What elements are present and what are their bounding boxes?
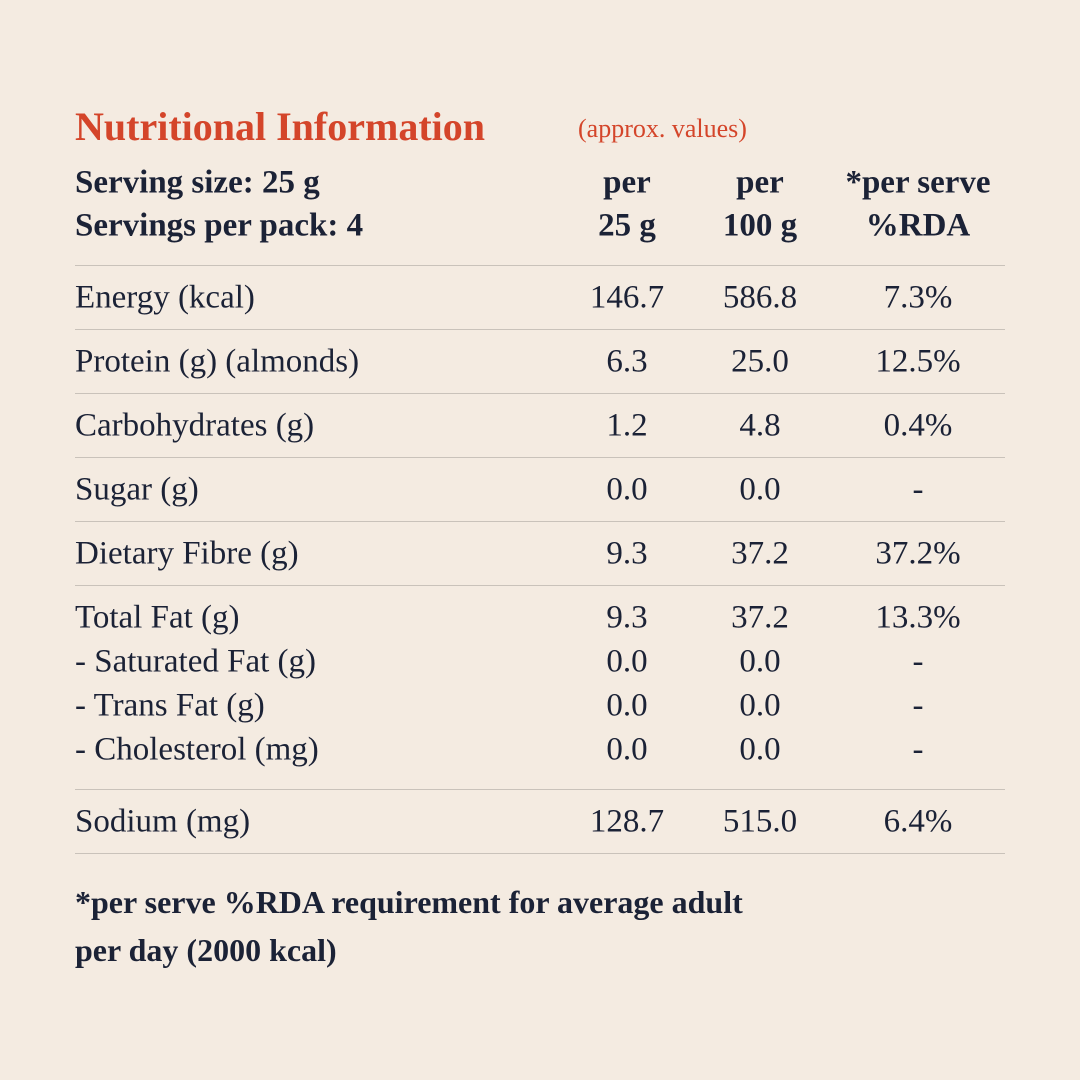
cell-value: 37.2 — [731, 599, 789, 636]
serving-info: Serving size: 25 g — [75, 164, 320, 201]
row-label: Sodium (mg) — [75, 803, 251, 840]
divider — [75, 457, 1005, 458]
row-label: Protein (g) (almonds) — [75, 343, 360, 380]
column-header: 25 g — [598, 207, 656, 244]
cell-value: 0.0 — [606, 471, 648, 508]
cell-value: 6.3 — [606, 343, 648, 380]
cell-value: 128.7 — [589, 803, 665, 840]
row-label: Dietary Fibre (g) — [75, 535, 299, 572]
cell-value: 586.8 — [722, 279, 798, 316]
cell-value: 6.4% — [883, 803, 953, 840]
subtitle: (approx. values) — [578, 114, 747, 143]
cell-value: 0.0 — [606, 687, 648, 724]
column-header: 100 g — [722, 207, 798, 244]
row-label: Carbohydrates (g) — [75, 407, 315, 444]
cell-value: 146.7 — [589, 279, 665, 316]
column-header: per — [603, 164, 651, 201]
cell-value: 0.0 — [739, 471, 781, 508]
cell-value: 0.4% — [883, 407, 953, 444]
divider — [75, 585, 1005, 586]
cell-value: 4.8 — [739, 407, 781, 444]
cell-value: 12.5% — [875, 343, 961, 380]
row-label: - Cholesterol (mg) — [75, 731, 319, 768]
divider — [75, 265, 1005, 266]
cell-value: - — [912, 687, 924, 724]
cell-value: 0.0 — [739, 687, 781, 724]
cell-value: 25.0 — [731, 343, 789, 380]
row-label: Total Fat (g) — [75, 599, 240, 636]
row-label: - Saturated Fat (g) — [75, 643, 317, 680]
cell-value: 0.0 — [739, 643, 781, 680]
cell-value: - — [912, 731, 924, 768]
cell-value: 7.3% — [883, 279, 953, 316]
cell-value: 9.3 — [606, 535, 648, 572]
cell-value: 1.2 — [606, 407, 648, 444]
cell-value: 9.3 — [606, 599, 648, 636]
cell-value: 37.2 — [731, 535, 789, 572]
cell-value: 37.2% — [875, 535, 961, 572]
cell-value: 13.3% — [875, 599, 961, 636]
footnote: per day (2000 kcal) — [75, 932, 337, 968]
cell-value: 0.0 — [606, 643, 648, 680]
cell-value: 0.0 — [606, 731, 648, 768]
cell-value: 0.0 — [739, 731, 781, 768]
title: Nutritional Information — [75, 104, 485, 149]
row-label: Energy (kcal) — [75, 279, 255, 316]
column-header: *per serve — [845, 164, 991, 201]
serving-info: Servings per pack: 4 — [75, 207, 364, 244]
divider — [75, 393, 1005, 394]
divider — [75, 521, 1005, 522]
column-header: per — [736, 164, 784, 201]
divider — [75, 329, 1005, 330]
row-label: - Trans Fat (g) — [75, 687, 265, 724]
cell-value: 515.0 — [722, 803, 798, 840]
divider — [75, 853, 1005, 854]
column-header: %RDA — [865, 207, 971, 244]
cell-value: - — [912, 471, 924, 508]
divider — [75, 789, 1005, 790]
footnote: *per serve %RDA requirement for average … — [75, 884, 743, 920]
row-label: Sugar (g) — [75, 471, 199, 508]
cell-value: - — [912, 643, 924, 680]
